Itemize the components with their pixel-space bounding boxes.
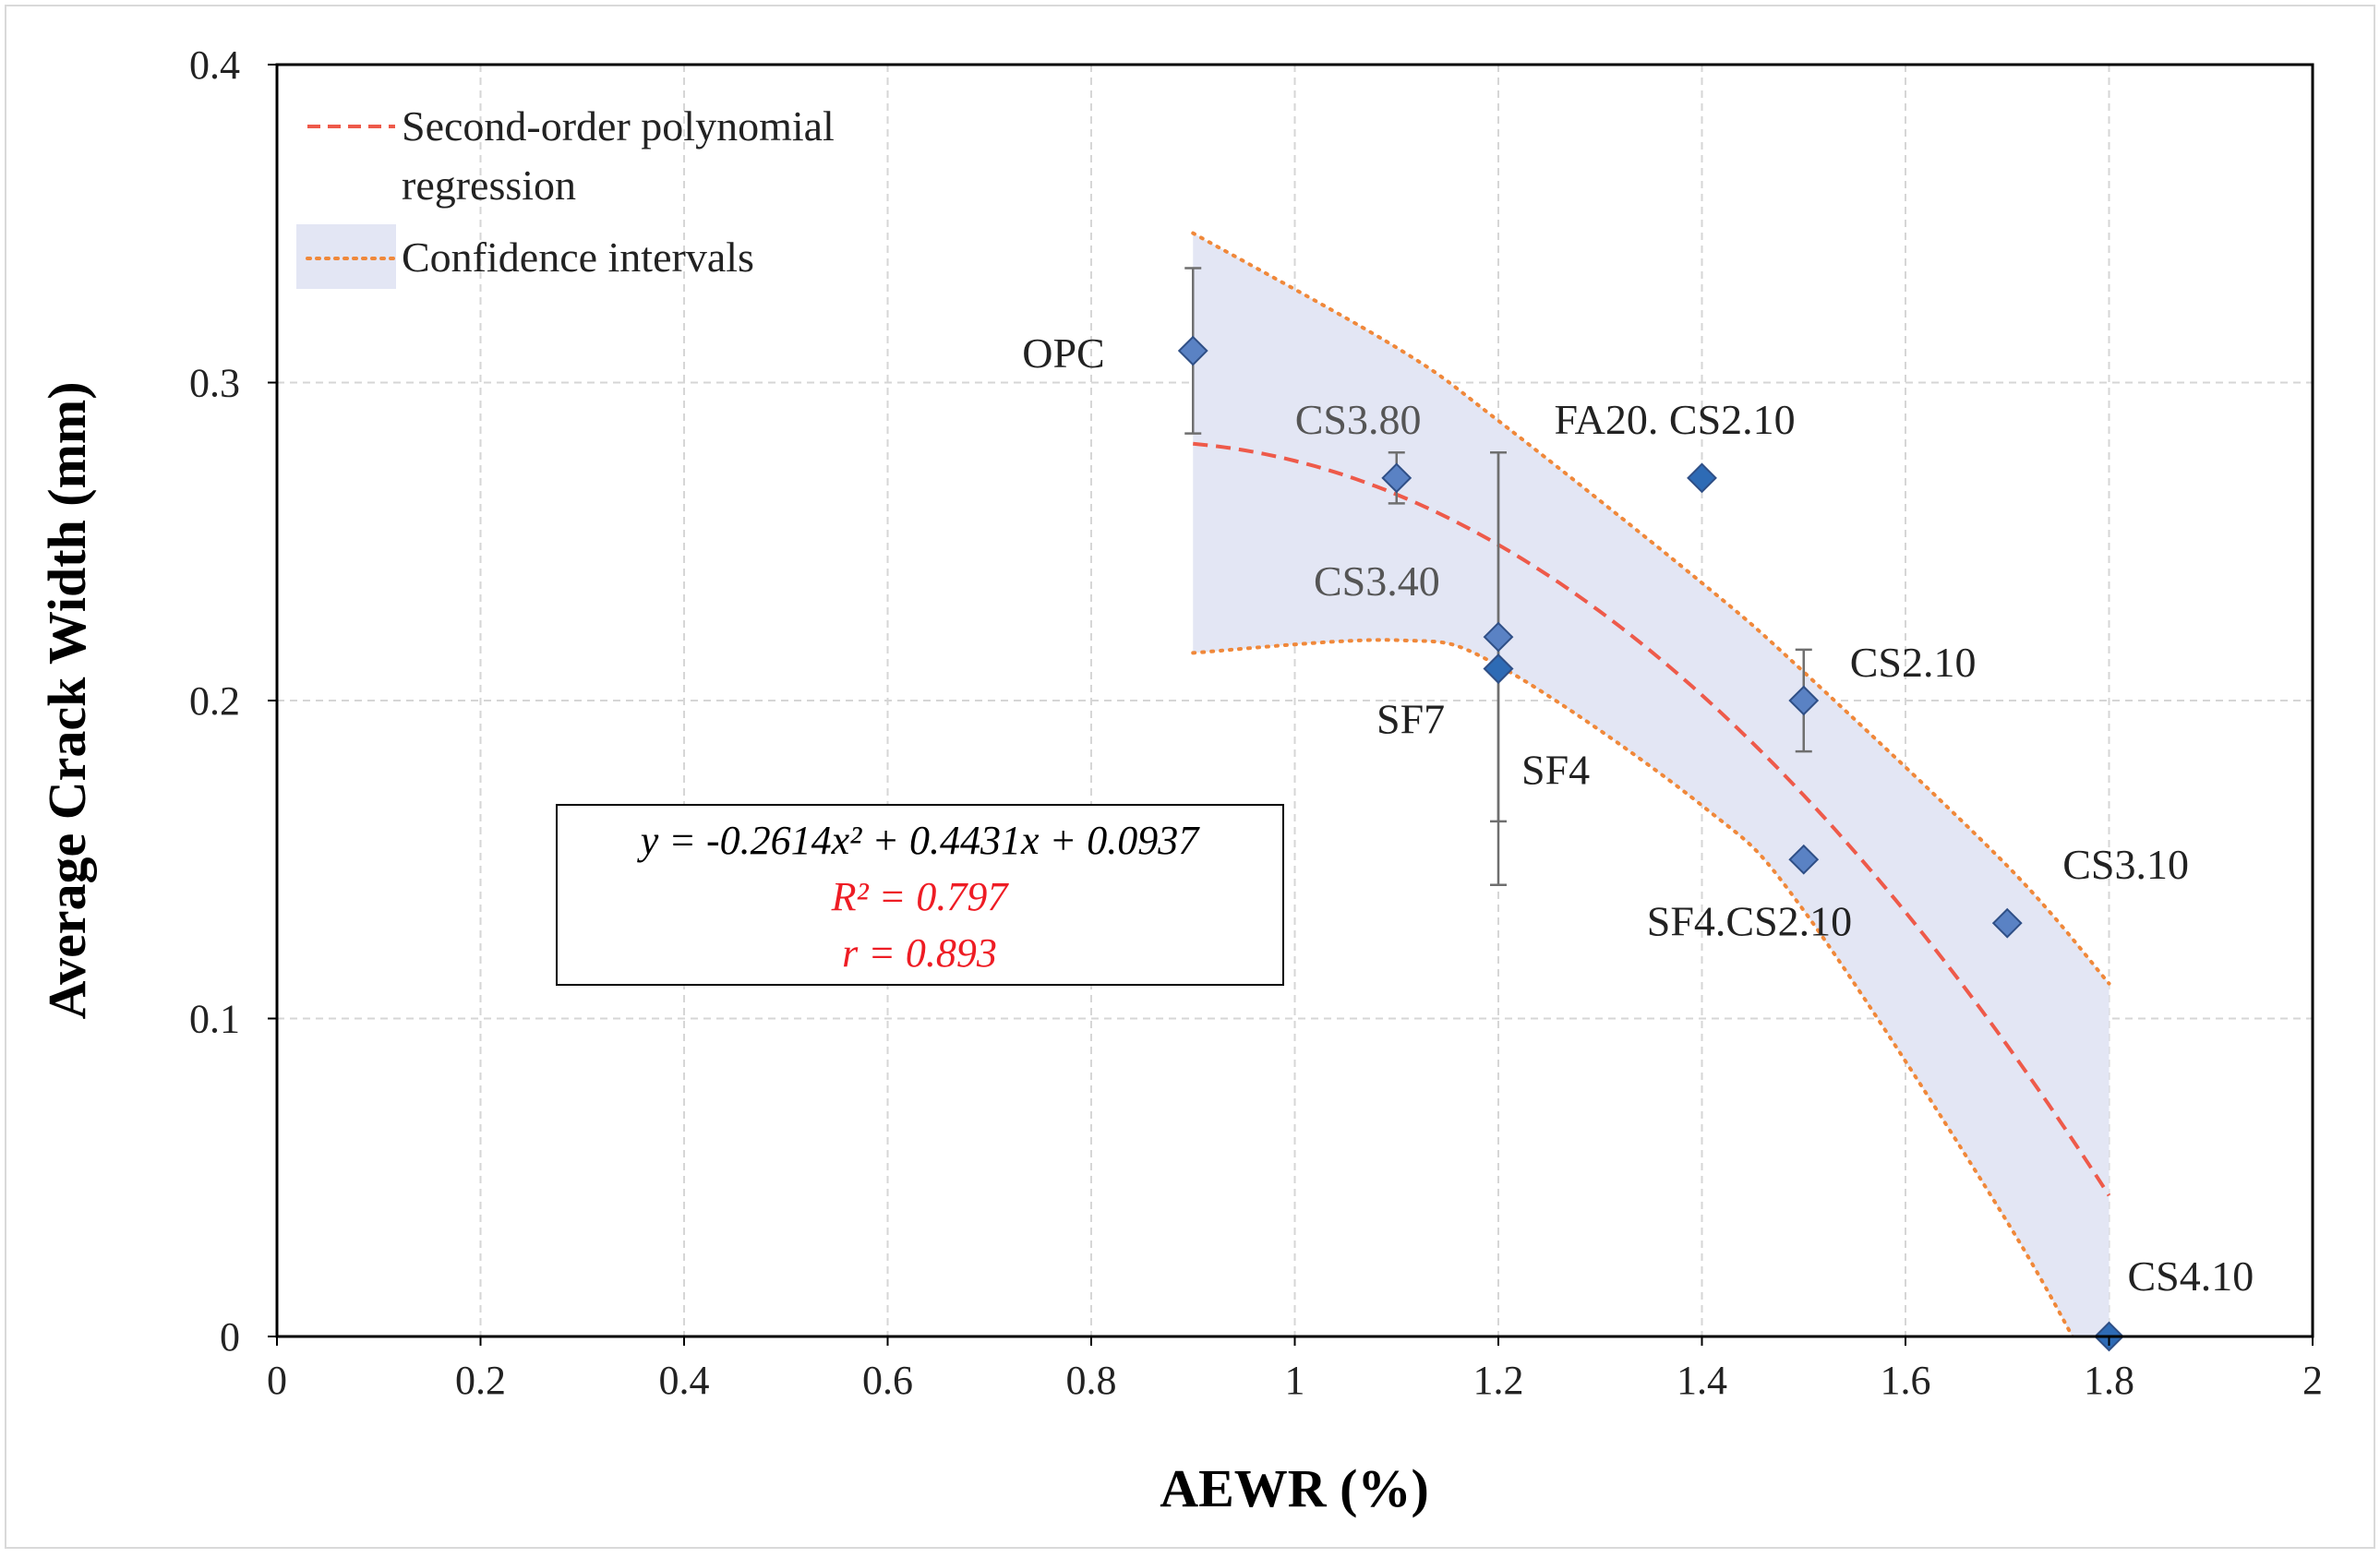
x-axis-label: AEWR (%) [1160,1458,1429,1518]
y-tick-label-1: 0.1 [189,997,240,1042]
data-point-7 [1788,844,1820,875]
confidence-lower-line [1191,638,2075,1336]
x-tick-label-4: 0.8 [1066,1358,1117,1403]
data-point-0 [1177,335,1208,366]
point-label-7: SF4.CS2.10 [1647,897,1852,944]
point-label-0: OPC [1022,330,1104,377]
y-tick-label-0: 0 [220,1314,240,1360]
confidence-band-fill [1193,233,2110,1336]
equation-box-frame [556,804,1284,986]
data-point-6 [1788,685,1820,716]
x-tick-label-1: 0.2 [455,1358,506,1403]
r-squared-text: R² = 0.797 [831,874,1010,919]
confidence-upper-line [1191,231,2111,986]
point-label-9: CS4.10 [2128,1252,2254,1300]
point-label-4: SF7 [1376,696,1445,743]
data-point-3 [1483,621,1514,653]
equation-text: y = -0.2614x² + 0.4431x + 0.0937 [637,818,1201,863]
legend-regression-label-line2: regression [402,162,576,209]
legend-confidence-label: Confidence intervals [402,234,754,281]
outer-frame [5,5,2375,1549]
y-tick-label-2: 0.2 [189,678,240,724]
point-label-1: CS3.80 [1295,396,1422,443]
y-tick-label-4: 0.4 [189,42,240,88]
data-markers [1177,335,2124,1352]
x-tick-label-10: 2 [2302,1358,2323,1403]
x-tick-label-9: 1.8 [2084,1358,2134,1403]
x-axis-ticks: 0 0.2 0.4 0.6 0.8 1 1.2 1.4 1.6 1.8 2 [267,1336,2323,1403]
y-axis-ticks: 0 0.1 0.2 0.3 0.4 [189,42,277,1360]
data-point-2 [1687,462,1717,494]
x-tick-label-5: 1 [1285,1358,1305,1403]
y-tick-label-3: 0.3 [189,361,240,406]
point-label-3: CS3.40 [1314,557,1440,605]
regression-line [1193,441,2111,1197]
equation-box: y = -0.2614x² + 0.4431x + 0.0937 R² = 0.… [556,804,1284,986]
data-point-8 [1991,907,2023,939]
point-label-6: CS2.10 [1850,639,1977,686]
point-labels: OPC CS3.80 FA20. CS2.10 CS3.40 SF7 SF4 CS2.10 S… [1022,330,2254,1300]
x-tick-label-3: 0.6 [862,1358,913,1403]
data-point-5 [1483,653,1514,684]
x-tick-label-2: 0.4 [659,1358,710,1403]
x-tick-label-0: 0 [267,1358,287,1403]
r-text: r = 0.893 [842,930,997,976]
confidence-band [1193,233,2110,1336]
x-tick-label-7: 1.4 [1677,1358,1727,1403]
regression-curves [1191,231,2111,1336]
point-label-5: SF4 [1521,747,1590,794]
point-label-8: CS3.10 [2062,841,2189,888]
x-tick-label-8: 1.6 [1881,1358,1931,1403]
legend-regression-label-line1: Second-order polynomial [402,102,835,150]
x-tick-label-6: 1.2 [1473,1358,1524,1403]
y-axis-label: Average Crack Width (mm) [37,381,97,1019]
data-point-1 [1381,462,1412,494]
point-label-2: FA20. CS2.10 [1555,396,1796,443]
legend: Second-order polynomial regression Confi… [296,102,835,289]
